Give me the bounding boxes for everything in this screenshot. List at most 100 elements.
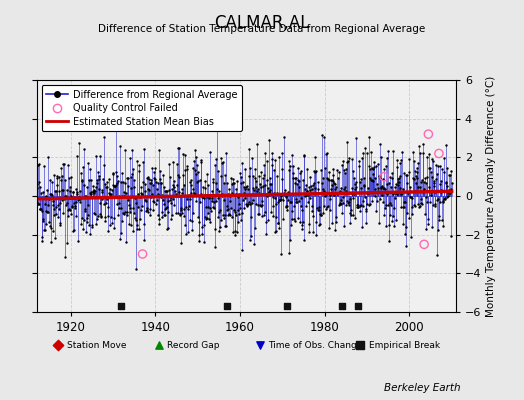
Point — [311, 169, 319, 175]
Point — [187, 190, 195, 196]
Point — [90, 187, 98, 193]
Point — [202, 204, 210, 210]
Point — [350, 191, 358, 197]
Point — [279, 134, 288, 140]
Point — [196, 159, 205, 166]
Point — [125, 202, 134, 208]
Point — [387, 202, 396, 208]
Point — [361, 194, 369, 200]
Point — [319, 210, 327, 216]
Point — [329, 178, 337, 184]
Point — [315, 222, 324, 228]
Point — [195, 238, 204, 244]
Point — [36, 206, 45, 212]
Point — [46, 222, 54, 229]
Point — [282, 204, 290, 210]
Point — [380, 186, 389, 193]
Point — [140, 197, 149, 204]
Point — [243, 203, 251, 209]
Point — [443, 194, 452, 200]
Point — [378, 191, 386, 198]
Point — [105, 222, 114, 228]
Point — [411, 187, 419, 194]
Point — [278, 166, 287, 172]
Point — [81, 207, 89, 214]
Point — [296, 219, 304, 225]
Point — [168, 186, 176, 192]
Point — [223, 203, 232, 209]
Point — [339, 194, 347, 200]
Point — [182, 203, 190, 210]
Point — [397, 204, 406, 210]
Point — [390, 204, 398, 211]
Point — [195, 199, 204, 205]
Point — [84, 212, 92, 218]
Point — [179, 206, 188, 212]
Point — [420, 186, 429, 192]
Point — [160, 206, 169, 212]
Point — [172, 210, 180, 217]
Point — [337, 201, 346, 207]
Point — [69, 188, 77, 195]
Point — [99, 194, 107, 200]
Point — [228, 175, 237, 182]
Point — [51, 188, 60, 194]
Point — [410, 158, 419, 164]
Point — [252, 178, 260, 184]
Point — [124, 196, 132, 203]
Point — [217, 173, 225, 179]
Point — [388, 175, 397, 181]
Point — [392, 217, 400, 223]
Point — [322, 204, 331, 211]
Point — [424, 131, 432, 137]
Point — [136, 194, 144, 200]
Point — [159, 212, 168, 218]
Point — [396, 173, 405, 180]
Point — [209, 204, 217, 211]
Point — [379, 185, 387, 192]
Point — [78, 178, 86, 184]
Point — [36, 184, 44, 190]
Point — [410, 176, 418, 182]
Point — [139, 221, 148, 228]
Point — [344, 200, 352, 206]
Point — [133, 222, 141, 228]
Point — [367, 198, 376, 204]
Point — [220, 180, 228, 187]
Point — [75, 140, 83, 146]
Point — [408, 195, 417, 201]
Point — [347, 207, 355, 213]
Point — [391, 184, 399, 190]
Point — [416, 203, 424, 210]
Point — [146, 206, 155, 212]
Point — [289, 163, 297, 169]
Point — [125, 221, 133, 227]
Point — [343, 158, 351, 165]
Point — [362, 206, 370, 212]
Point — [284, 197, 292, 203]
Point — [398, 221, 407, 227]
Point — [245, 165, 254, 172]
Point — [431, 189, 440, 195]
Point — [95, 185, 103, 192]
Point — [124, 183, 132, 189]
Point — [288, 152, 297, 158]
Point — [206, 192, 215, 198]
Point — [241, 195, 249, 202]
Point — [282, 203, 290, 210]
Point — [38, 208, 47, 214]
Point — [399, 170, 408, 176]
Point — [124, 175, 133, 181]
Point — [302, 182, 310, 188]
Point — [433, 171, 441, 178]
Point — [191, 154, 200, 160]
Point — [232, 191, 240, 197]
Point — [312, 219, 321, 225]
Point — [227, 175, 235, 182]
Point — [366, 200, 374, 207]
Point — [321, 165, 330, 171]
Point — [63, 200, 71, 206]
Point — [362, 207, 370, 214]
Point — [57, 177, 65, 184]
Point — [167, 194, 176, 200]
